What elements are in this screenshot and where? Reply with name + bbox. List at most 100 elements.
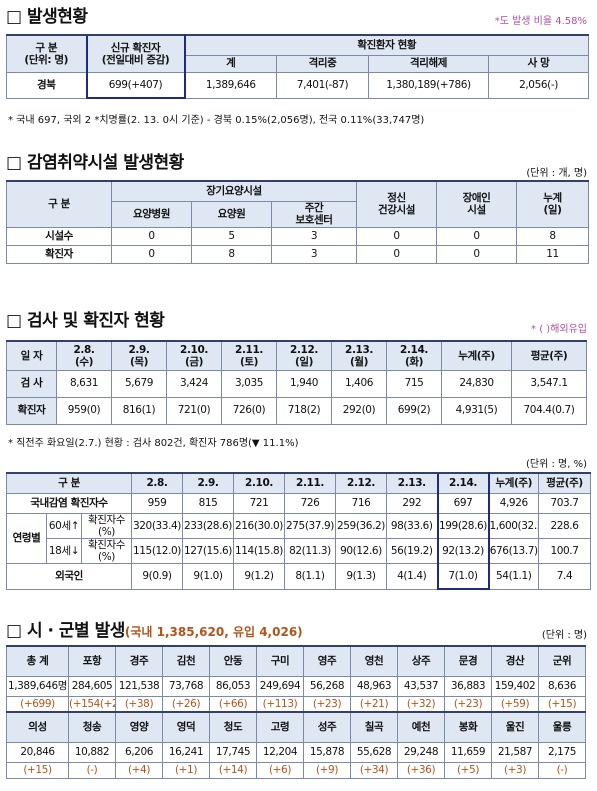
- header-cell: 신규 확진자 (전일대비 증감): [85, 34, 186, 73]
- cell: 외국인: [6, 562, 132, 590]
- subtitle: (국내 1,385,620, 유입 4,026): [124, 625, 303, 639]
- cell: 100.7: [538, 537, 591, 564]
- header-cell: 울진: [491, 711, 539, 743]
- cell: 21,587: [491, 741, 539, 763]
- header-cell: 칠곡: [350, 711, 398, 743]
- cell: (+113): [256, 695, 304, 713]
- cell: 5: [191, 226, 272, 246]
- header-cell: 울릉: [538, 711, 586, 743]
- header-cell: 장기요양시설: [110, 180, 358, 202]
- cell: 127(15.6): [182, 537, 234, 564]
- cell: 29,248: [397, 741, 445, 763]
- header-cell: 성주: [303, 711, 351, 743]
- cell: (+36): [397, 761, 445, 779]
- cell: 9(0.9): [131, 562, 183, 590]
- header-cell: 누계(주): [488, 472, 539, 494]
- footnote: * 국내 697, 국외 2 *치명률(2. 13. 0시 기준) - 경북 0…: [8, 115, 425, 126]
- data-table: 총 계 포항 경주 김천 안동 구미 영주 영천 상주 문경 경산 군위 1,389,646명 284,6…: [6, 645, 586, 779]
- cell: 검 사: [6, 369, 57, 398]
- cell: 0: [356, 244, 438, 264]
- header-cell: 2.12. (일): [276, 340, 332, 371]
- header-cell: 청송: [68, 711, 116, 743]
- data-table: 구 분 (단위: 명) 신규 확진자 (전일대비 증감) 확진환자 현황 계 격리중 격리…: [6, 34, 590, 99]
- header-cell: 일 자: [6, 340, 57, 371]
- cell: 718(2): [276, 396, 332, 425]
- cell: 4,931(5): [441, 396, 512, 425]
- cell: 259(36.2): [335, 512, 387, 539]
- cell: 82(11.3): [284, 537, 336, 564]
- cell: 8: [516, 226, 590, 246]
- cell: (+32): [397, 695, 445, 713]
- cell: (+14): [209, 761, 257, 779]
- cell: 3: [270, 226, 358, 246]
- cell: 114(15.8): [233, 537, 285, 564]
- unit: (단위 : 명, %): [526, 459, 587, 470]
- cell: 726: [284, 492, 336, 514]
- cell: (-): [68, 761, 116, 779]
- cell: 1,406: [331, 369, 387, 398]
- header-cell: 영주: [303, 645, 351, 677]
- header-cell: 의성: [6, 711, 69, 743]
- unit: (단위 : 개, 명): [526, 168, 587, 179]
- header-cell: 경산: [491, 645, 539, 677]
- header-cell: 2.11. (토): [221, 340, 277, 371]
- note: * ( )해외유입: [531, 324, 587, 335]
- cell: 159,402: [491, 675, 539, 697]
- cell: 1,389,646: [184, 71, 277, 99]
- header-cell: 총 계: [6, 645, 69, 677]
- header-cell: 경주: [115, 645, 163, 677]
- cell: 6,206: [115, 741, 163, 763]
- note: *도 발생 비율 4.58%: [494, 16, 587, 27]
- cell: 5,679: [111, 369, 167, 398]
- cell: 2,175: [538, 741, 586, 763]
- header-cell: 계: [184, 54, 277, 73]
- cell: (+34): [350, 761, 398, 779]
- cell: 816(1): [111, 396, 167, 425]
- cell: 55,628: [350, 741, 398, 763]
- header-cell: 2.10.: [233, 472, 285, 494]
- cell: 699(+407): [85, 71, 186, 99]
- cell: 3,424: [166, 369, 222, 398]
- cell: 0: [436, 226, 518, 246]
- cell: 2,056(-): [487, 71, 590, 99]
- cell: 0: [111, 226, 192, 246]
- cell: 92(13.2): [436, 537, 490, 564]
- cell: (+23): [444, 695, 492, 713]
- cell: 1,600(32.5): [488, 512, 539, 539]
- cell: (+4): [115, 761, 163, 779]
- header-cell: 영양: [115, 711, 163, 743]
- cell: 959: [131, 492, 183, 514]
- cell: 115(12.0): [131, 537, 183, 564]
- header-cell: 구 분: [6, 472, 132, 494]
- cell: 1,380,189(+786): [368, 71, 489, 99]
- header-cell: 영덕: [162, 711, 210, 743]
- cell: 9(1.2): [233, 562, 285, 590]
- cell: 7,401(-87): [276, 71, 369, 99]
- cell: 721(0): [166, 396, 222, 425]
- header-cell: 2.8.: [131, 472, 183, 494]
- cell: 56(19.2): [386, 537, 438, 564]
- cell: 697: [436, 492, 490, 514]
- cell: 확진자: [6, 396, 57, 425]
- cell: 15,878: [303, 741, 351, 763]
- cell: 8: [191, 244, 272, 264]
- cell: 시설수: [6, 226, 112, 246]
- header-cell: 평균(주): [538, 472, 591, 494]
- cell: 확진자: [6, 244, 112, 264]
- header-cell: 영천: [350, 645, 398, 677]
- cell: 12,204: [256, 741, 304, 763]
- cell: (+59): [491, 695, 539, 713]
- cell: (+15): [6, 761, 69, 779]
- cell: 703.7: [538, 492, 591, 514]
- section-title: □ 검사 및 확진자 현황: [6, 311, 165, 331]
- cell: 9(1.3): [335, 562, 387, 590]
- cell: 60세↑: [46, 512, 82, 539]
- cell: 959(0): [56, 396, 112, 425]
- data-table: 구 분 장기요양시설 정신 건강시설 장애인 시설 누계 (일) 요양병원 요양원 주간 보호…: [6, 180, 590, 264]
- cell: (+6): [256, 761, 304, 779]
- header-cell: 2.10. (금): [166, 340, 222, 371]
- cell: (+38): [115, 695, 163, 713]
- header-cell: 2.14. (화): [386, 340, 442, 371]
- cell: 90(12.6): [335, 537, 387, 564]
